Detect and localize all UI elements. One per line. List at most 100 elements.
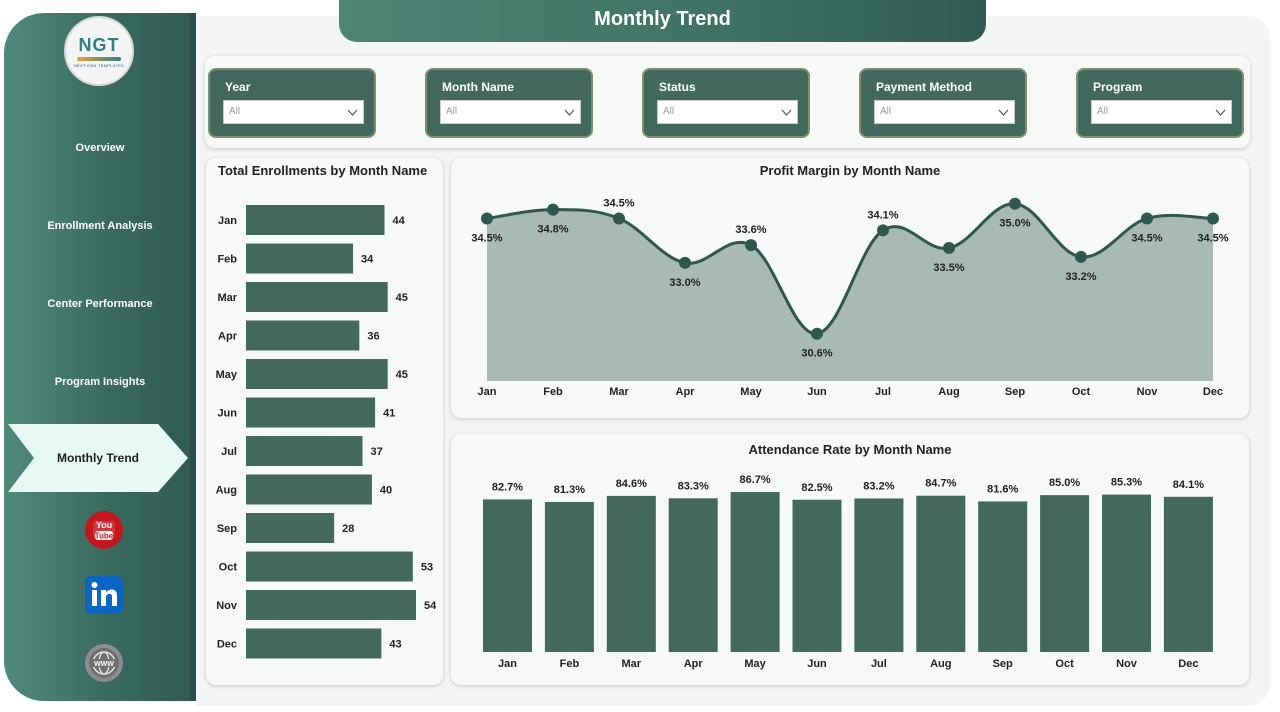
attendance-panel: Attendance Rate by Month Name 82.7% Jan 81… xyxy=(451,434,1249,685)
page-title: Monthly Trend xyxy=(594,8,731,30)
slicer-month-name: Month Name All xyxy=(425,68,593,138)
tick-label: Dec xyxy=(1178,658,1198,670)
slicer-status: Status All xyxy=(642,68,810,138)
nav-item-center-performance[interactable]: Center Performance xyxy=(47,298,153,310)
tick-label: Oct xyxy=(1072,386,1091,398)
data-point xyxy=(1075,250,1087,263)
bar xyxy=(854,498,904,652)
data-label: 35.0% xyxy=(999,218,1030,230)
tick-label: Apr xyxy=(676,386,696,398)
program-dropdown[interactable]: All xyxy=(1091,100,1232,124)
nav-item-monthly-trend[interactable]: Monthly Trend xyxy=(8,424,188,492)
logo-wave xyxy=(77,56,121,61)
data-label: 45 xyxy=(396,292,408,304)
status-dropdown[interactable]: All xyxy=(657,100,798,124)
data-label: 33.0% xyxy=(669,277,700,289)
bar xyxy=(246,628,382,659)
bar xyxy=(246,359,388,389)
data-point xyxy=(1141,212,1153,225)
tick-label: Jan xyxy=(478,386,497,398)
data-label: 81.6% xyxy=(987,483,1018,495)
profit-margin-panel: Profit Margin by Month Name 34.5% Jan 34.8… xyxy=(451,158,1249,418)
enrollments-panel: Total Enrollments by Month Name Jan 44 Feb… xyxy=(206,158,443,685)
category-label: Jun xyxy=(217,408,237,420)
tick-label: Aug xyxy=(938,386,959,398)
data-point xyxy=(1207,212,1219,225)
payment-method-dropdown[interactable]: All xyxy=(874,100,1015,124)
attendance-chart-title: Attendance Rate by Month Name xyxy=(748,442,952,457)
slicer-label: Year xyxy=(225,80,251,94)
bar xyxy=(246,474,372,505)
nav-item-program-insights[interactable]: Program Insights xyxy=(54,376,146,388)
profit-margin-chart-title: Profit Margin by Month Name xyxy=(759,163,941,178)
year-dropdown[interactable]: All xyxy=(223,100,364,124)
logo-subtitle: NEXT GEN TEMPLATES xyxy=(73,62,125,68)
bar xyxy=(1163,496,1213,652)
category-label: Apr xyxy=(218,331,238,343)
data-label: 33.6% xyxy=(735,224,766,236)
globe-icon[interactable]: WWW xyxy=(84,643,124,683)
data-point xyxy=(1009,197,1021,210)
data-label: 83.2% xyxy=(863,480,894,492)
data-label: 85.3% xyxy=(1111,477,1142,489)
data-label: 84.6% xyxy=(616,478,647,490)
tick-label: Sep xyxy=(993,658,1013,670)
tick-label: Nov xyxy=(1137,386,1159,398)
bar xyxy=(1102,494,1151,652)
enrollments-chart: Jan 44 Feb 34 Mar 45 Apr 36 May 45 Jun 41 Jul 37 Aug 40… xyxy=(216,205,437,659)
bar xyxy=(246,397,376,428)
tick-label: May xyxy=(744,658,766,670)
data-point xyxy=(745,239,757,252)
slicer-program: Program All xyxy=(1076,68,1244,138)
bar xyxy=(246,551,413,582)
page-header: Monthly Trend xyxy=(339,0,986,42)
tick-label: Aug xyxy=(930,658,951,670)
active-tab-arrow xyxy=(8,424,188,492)
data-point xyxy=(679,256,691,269)
data-label: 34.5% xyxy=(1131,233,1162,245)
area-fill xyxy=(487,203,1213,381)
tick-label: Feb xyxy=(543,386,563,398)
bar xyxy=(246,282,388,312)
category-label: Oct xyxy=(219,562,238,574)
data-label: 83.3% xyxy=(678,480,709,492)
chevron-down-icon xyxy=(1215,109,1226,116)
bar xyxy=(916,495,966,652)
bar xyxy=(246,590,416,620)
tick-label: Oct xyxy=(1055,658,1074,670)
category-label: Aug xyxy=(216,485,237,497)
tick-label: Apr xyxy=(684,658,704,670)
tick-label: Jun xyxy=(807,658,827,670)
nav-item-overview[interactable]: Overview xyxy=(75,142,125,154)
bar xyxy=(730,492,780,652)
svg-text:WWW: WWW xyxy=(94,661,114,668)
data-label: 40 xyxy=(380,485,392,497)
data-label: 34 xyxy=(361,254,374,266)
dropdown-value: All xyxy=(446,106,458,117)
slicer-label: Payment Method xyxy=(876,80,973,94)
youtube-icon[interactable]: You Tube xyxy=(84,510,124,550)
data-point xyxy=(547,203,559,216)
dropdown-value: All xyxy=(663,106,675,117)
slicer-label: Month Name xyxy=(442,80,514,94)
data-label: 84.1% xyxy=(1173,479,1204,491)
filter-bar: Year All Month Name All Status All Payme… xyxy=(205,56,1250,148)
svg-text:You: You xyxy=(96,520,112,530)
tick-label: Sep xyxy=(1005,386,1025,398)
data-label: 85.0% xyxy=(1049,477,1080,489)
slicer-label: Program xyxy=(1093,80,1143,94)
nav-item-enrollment-analysis[interactable]: Enrollment Analysis xyxy=(47,220,153,232)
tick-label: Jul xyxy=(871,658,887,670)
category-label: Jul xyxy=(221,446,237,458)
dropdown-value: All xyxy=(880,106,892,117)
tick-label: May xyxy=(740,386,762,398)
chevron-down-icon xyxy=(347,109,358,116)
bar xyxy=(246,205,385,235)
nav-item-label: Monthly Trend xyxy=(57,451,139,465)
month-name-dropdown[interactable]: All xyxy=(440,100,581,124)
bar xyxy=(668,498,718,652)
linkedin-icon[interactable] xyxy=(84,575,124,615)
data-label: 34.8% xyxy=(537,224,568,236)
data-label: 33.2% xyxy=(1065,271,1096,283)
